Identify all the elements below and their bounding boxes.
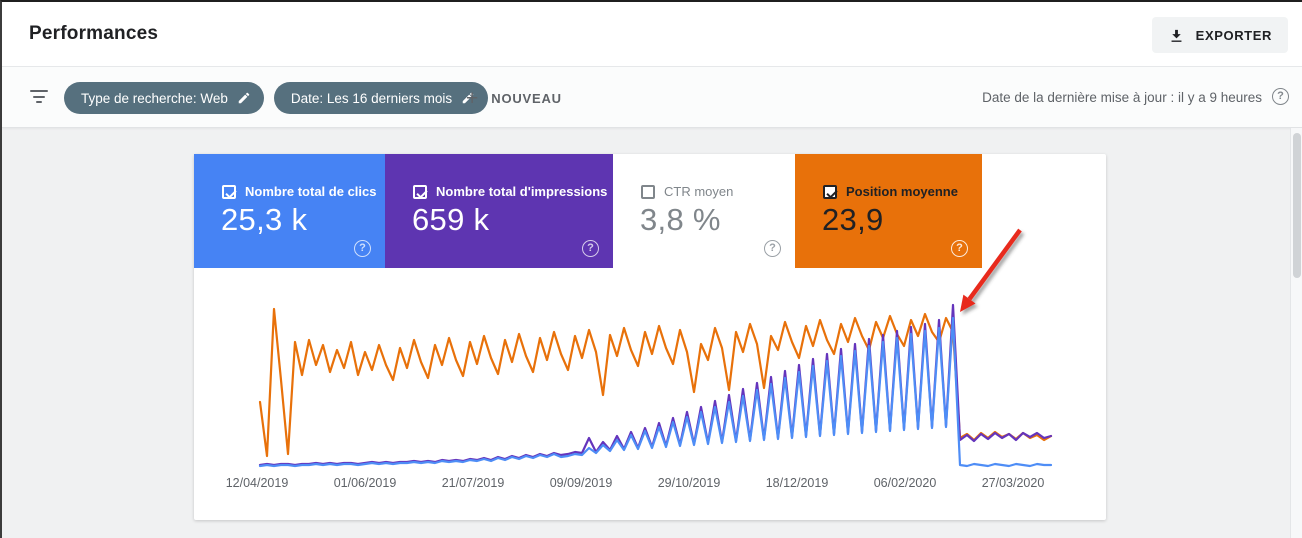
- last-update-text: Date de la dernière mise à jour : il y a…: [982, 90, 1262, 105]
- metric-card-label: CTR moyen: [664, 184, 734, 199]
- filter-chip-search-type-label: Type de recherche: Web: [81, 90, 228, 106]
- performance-chart-card: Nombre total de clics 25,3 k ? Nombre to…: [194, 154, 1106, 520]
- series-line-nombre-total-d-impressions: [258, 303, 1053, 467]
- scrollbar-thumb[interactable]: [1293, 133, 1301, 278]
- checkbox-avg-position[interactable]: [823, 184, 837, 199]
- download-icon: [1171, 29, 1182, 42]
- metric-card-total-clicks[interactable]: Nombre total de clics 25,3 k ?: [194, 154, 385, 268]
- filter-chip-date-range[interactable]: Date: Les 16 derniers mois: [273, 82, 489, 114]
- plus-icon: +: [466, 86, 479, 110]
- metric-card-label: Nombre total d'impressions: [436, 184, 608, 199]
- new-filter-label: NOUVEAU: [491, 90, 562, 106]
- page-header: Performances EXPORTER: [2, 2, 1302, 67]
- metric-card-value: 659 k: [412, 202, 490, 237]
- metric-card-value: 25,3 k: [221, 202, 308, 237]
- metric-card-total-impressions[interactable]: Nombre total d'impressions 659 k ?: [385, 154, 613, 268]
- export-button[interactable]: EXPORTER: [1151, 17, 1288, 53]
- filter-chip-date-range-label: Date: Les 16 derniers mois: [290, 90, 453, 106]
- x-tick-label: 21/07/2019: [441, 476, 505, 490]
- help-icon[interactable]: ?: [1272, 88, 1289, 105]
- x-tick-label: 27/03/2020: [981, 476, 1045, 490]
- edit-pencil-icon[interactable]: [237, 91, 251, 105]
- metric-card-avg-ctr[interactable]: CTR moyen 3,8 % ?: [613, 154, 795, 268]
- edit-pencil-icon[interactable]: [461, 91, 475, 105]
- help-icon[interactable]: ?: [582, 240, 599, 257]
- new-filter-button[interactable]: + NOUVEAU: [466, 82, 562, 114]
- x-tick-label: 06/02/2020: [873, 476, 937, 490]
- page-title: Performances: [29, 23, 159, 44]
- filter-bar: Type de recherche: Web Date: Les 16 dern…: [2, 67, 1302, 128]
- x-axis-labels: 12/04/2019 01/06/2019 21/07/2019 09/09/2…: [194, 476, 1106, 496]
- x-tick-label: 29/10/2019: [657, 476, 721, 490]
- metric-card-label: Nombre total de clics: [245, 184, 377, 199]
- help-icon[interactable]: ?: [354, 240, 371, 257]
- x-tick-label: 18/12/2019: [765, 476, 829, 490]
- checkbox-total-clicks[interactable]: [222, 184, 236, 199]
- export-button-label: EXPORTER: [1195, 27, 1272, 43]
- metric-cards-row: Nombre total de clics 25,3 k ? Nombre to…: [194, 154, 1106, 268]
- filter-list-icon[interactable]: [30, 90, 48, 104]
- metric-card-value: 3,8 %: [640, 202, 721, 237]
- x-tick-label: 01/06/2019: [333, 476, 397, 490]
- filter-chips: Type de recherche: Web Date: Les 16 dern…: [64, 82, 489, 114]
- help-icon[interactable]: ?: [951, 240, 968, 257]
- series-line-position-moyenne: [258, 307, 1053, 458]
- vertical-scrollbar[interactable]: [1290, 128, 1302, 538]
- metric-card-value: 23,9: [822, 202, 884, 237]
- checkbox-total-impressions[interactable]: [413, 184, 427, 199]
- checkbox-avg-ctr[interactable]: [641, 184, 655, 199]
- x-tick-label: 09/09/2019: [549, 476, 613, 490]
- filter-chip-search-type[interactable]: Type de recherche: Web: [64, 82, 264, 114]
- metric-card-avg-position[interactable]: Position moyenne 23,9 ?: [795, 154, 982, 268]
- metric-card-label: Position moyenne: [846, 184, 958, 199]
- x-tick-label: 12/04/2019: [225, 476, 289, 490]
- series-line-nombre-total-de-clics: [258, 316, 1053, 468]
- help-icon[interactable]: ?: [764, 240, 781, 257]
